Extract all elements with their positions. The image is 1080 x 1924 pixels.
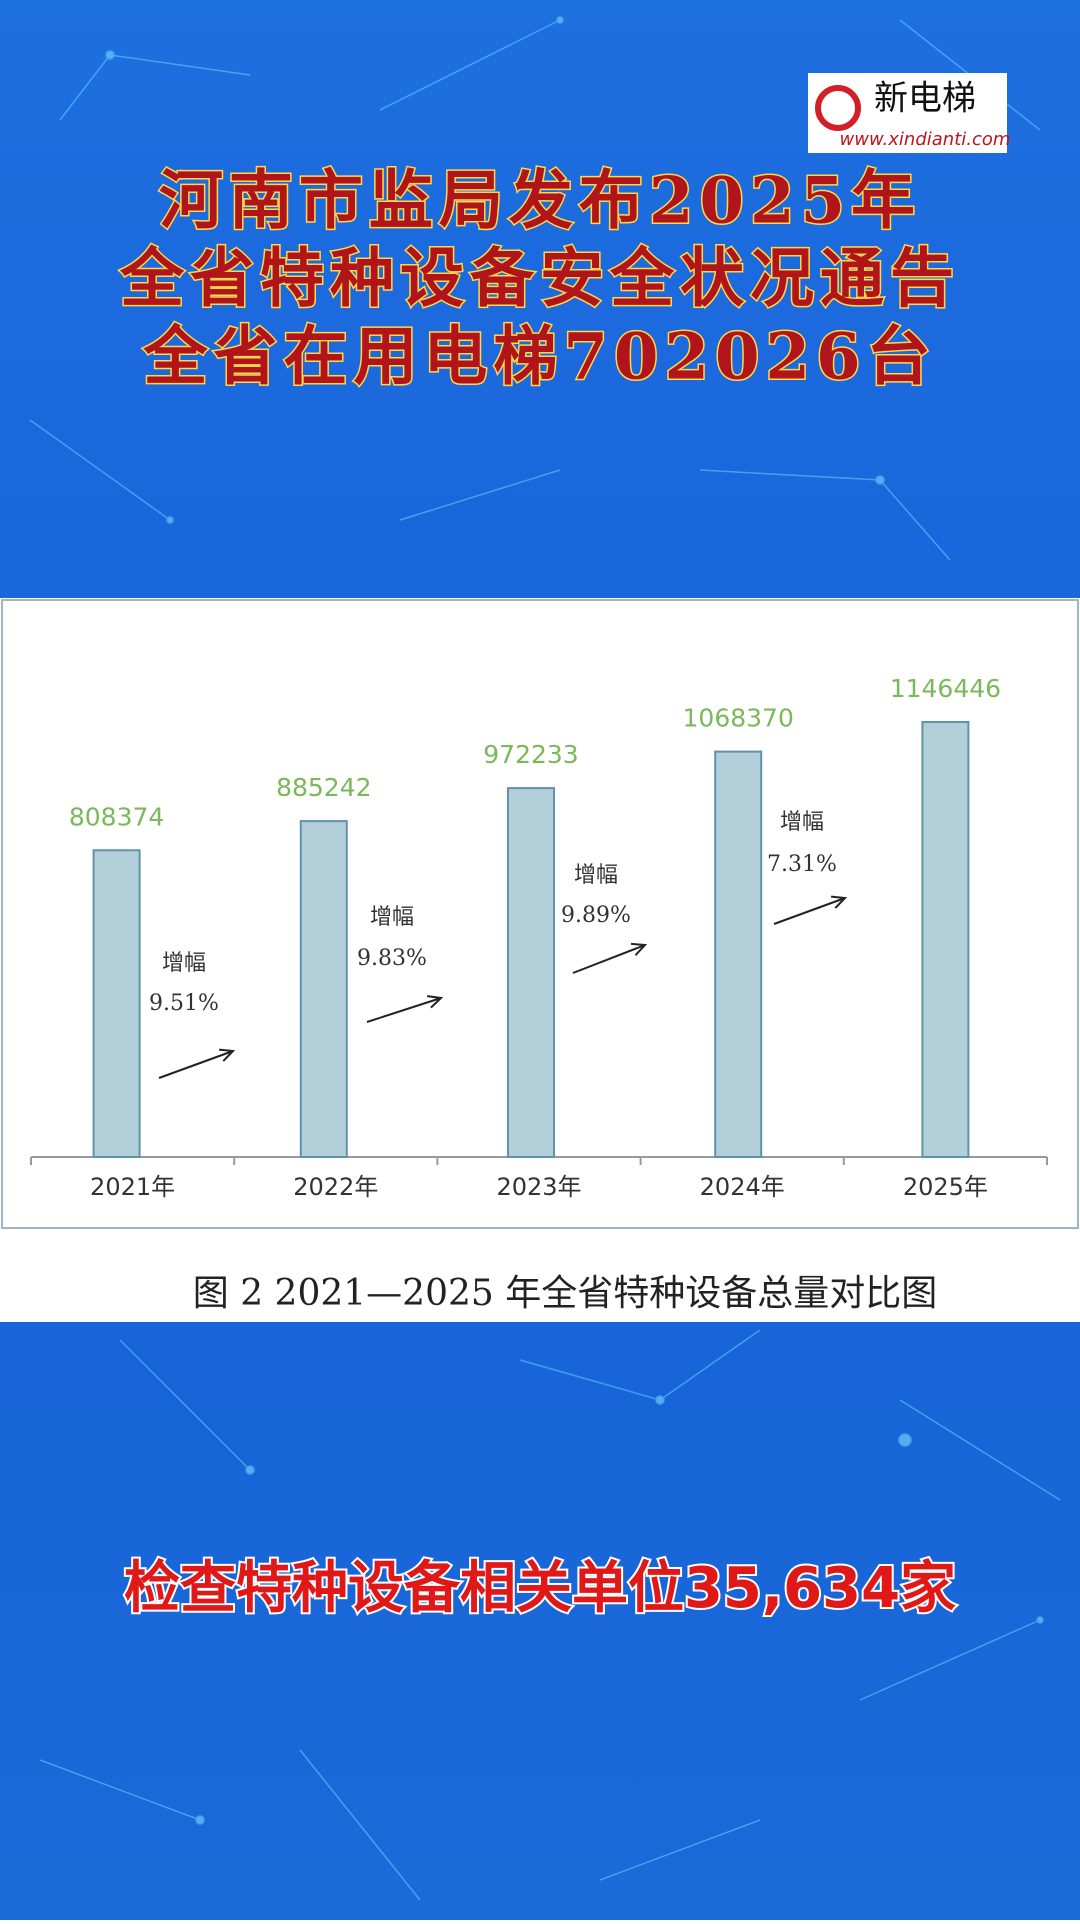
x-tick-label: 2021年: [90, 1173, 175, 1201]
title-line: 全省在用电梯702026台: [142, 320, 936, 395]
bar: [921, 721, 970, 1158]
logo-url: www.xindianti.com: [840, 129, 1011, 150]
bar: [299, 820, 348, 1158]
footer-text: 检查特种设备相关单位35,634家: [124, 1556, 956, 1621]
chart: 808374 2021年 885242 2022年 972233 2023年 1068370…: [30, 674, 1048, 1201]
title-line: 全省特种设备安全状况通告: [119, 242, 960, 317]
x-tick-label: 2023年: [496, 1173, 581, 1201]
annotation-value: 9.83%: [357, 946, 427, 971]
annotation-arrow: [773, 897, 846, 925]
annotation-value: 7.31%: [767, 852, 837, 877]
annotation-arrowhead: [218, 1048, 236, 1062]
value-label: 1146446: [890, 674, 1001, 703]
annotation-arrowhead: [630, 942, 648, 956]
chart-frame: [1, 599, 1079, 1229]
annotation-label: 增幅: [370, 905, 414, 930]
value-label: 808374: [69, 802, 164, 831]
chart-caption: 图 2 2021—2025 年全省特种设备总量对比图: [193, 1273, 937, 1314]
bar: [507, 787, 555, 1158]
annotation-arrow: [572, 944, 646, 974]
annotation-label: 增幅: [780, 810, 824, 835]
annotation-label: 增幅: [162, 951, 206, 976]
logo-icon: [815, 85, 861, 131]
title-line: 河南市监局发布2025年: [159, 164, 921, 239]
bar: [714, 750, 763, 1158]
x-tick-label: 2022年: [293, 1173, 378, 1201]
network-decoration: [29, 16, 1061, 1901]
annotation-value: 9.89%: [561, 903, 631, 928]
x-tick-label: 2025年: [903, 1173, 988, 1201]
annotation-arrow: [366, 997, 442, 1023]
annotation-arrow: [158, 1050, 234, 1079]
x-tick-label: 2024年: [700, 1173, 785, 1201]
annotation-value: 9.51%: [149, 991, 219, 1016]
annotation-label: 增幅: [574, 863, 618, 888]
annotation-arrowhead: [426, 995, 444, 1009]
value-label: 972233: [483, 740, 578, 769]
value-label: 885242: [276, 773, 371, 802]
bar: [92, 849, 141, 1158]
annotation-arrowhead: [830, 895, 848, 909]
logo-name: 新电梯: [874, 79, 976, 119]
value-label: 1068370: [683, 704, 794, 733]
